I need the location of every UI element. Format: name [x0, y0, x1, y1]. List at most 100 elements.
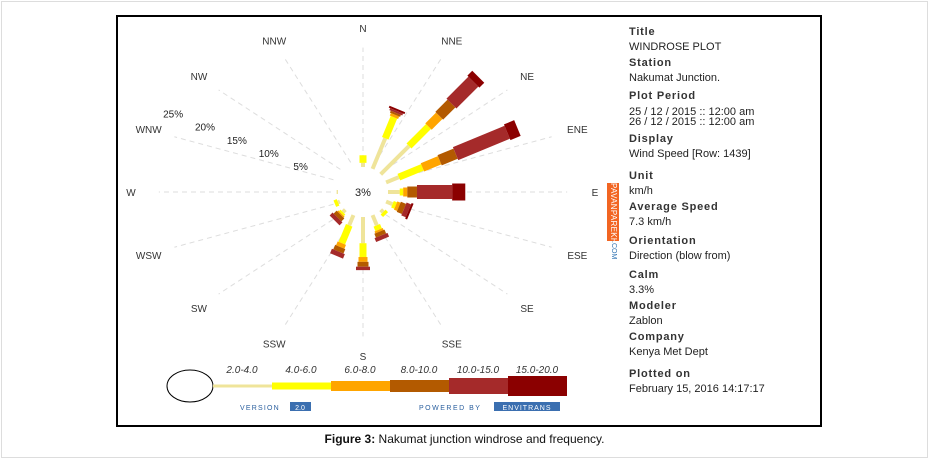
bar-S-bin-1 — [359, 243, 367, 258]
bar-SSE-bin-3 — [374, 229, 387, 238]
direction-label-WNW: WNW — [136, 125, 163, 136]
info-value: 3.3% — [629, 284, 655, 296]
direction-bars-ESE — [385, 199, 414, 220]
bar-ESE-bin-1 — [391, 200, 397, 209]
bar-E-bin-4 — [416, 185, 453, 199]
gridline-WNW — [174, 136, 334, 181]
radial-tick-label: 25% — [163, 109, 183, 120]
info-label: Title — [629, 26, 656, 38]
bar-W-bin-0 — [336, 190, 338, 194]
legend-swatch — [331, 381, 390, 391]
legend-label: 15.0-20.0 — [516, 365, 559, 376]
info-label: Average Speed — [629, 201, 719, 213]
info-value: Zablon — [629, 315, 663, 327]
info-label: Display — [629, 133, 674, 145]
info-label: Calm — [629, 269, 660, 281]
gridline-SW — [218, 214, 341, 295]
bar-ENE-bin-3 — [437, 148, 458, 166]
direction-bars-SSE — [370, 214, 390, 242]
bar-E-bin-2 — [403, 187, 408, 197]
info-label: Company — [629, 331, 685, 343]
bar-NNE-bin-3 — [389, 110, 401, 117]
caption-prefix: Figure 3: — [324, 432, 376, 446]
legend-label: 6.0-8.0 — [344, 365, 376, 376]
bar-SW-bin-0 — [341, 208, 347, 214]
bar-S-bin-2 — [358, 257, 368, 262]
bar-E-bin-5 — [452, 183, 466, 201]
info-label: Plot Period — [629, 90, 696, 102]
radial-tick-label: 10% — [259, 149, 279, 160]
bar-SW-bin-2 — [337, 210, 345, 218]
direction-label-WSW: WSW — [136, 251, 162, 262]
bar-SW-bin-4 — [329, 212, 343, 226]
bar-SSE-bin-1 — [373, 223, 382, 232]
bar-NNE-bin-1 — [382, 115, 398, 140]
direction-bars-S — [356, 217, 370, 271]
info-value: km/h — [629, 185, 653, 197]
legend-label: 10.0-15.0 — [457, 365, 500, 376]
version-label: VERSION — [240, 405, 280, 412]
bar-NE-bin-4 — [446, 76, 479, 109]
watermark-suffix: .COM — [610, 241, 617, 260]
legend-swatch — [272, 382, 331, 390]
bar-SSW-bin-1 — [338, 223, 353, 245]
direction-bars-WSW — [333, 199, 341, 207]
bar-ENE-bin-4 — [452, 125, 510, 161]
bar-WSW-bin-1 — [333, 199, 340, 207]
gridline-NNE — [374, 58, 442, 163]
windrose-figure — [116, 15, 822, 427]
powered-by-badge — [494, 402, 560, 411]
direction-label-SW: SW — [191, 304, 208, 315]
bar-E-bin-1 — [399, 188, 404, 196]
info-value: February 15, 2016 14:17:17 — [629, 383, 765, 395]
bar-SSE-bin-0 — [370, 214, 379, 227]
info-value-secondary: 26 / 12 / 2015 :: 12:00 am — [629, 116, 755, 128]
watermark: PAVANPAREKH .COM — [607, 183, 619, 263]
legend-label: 4.0-6.0 — [285, 365, 317, 376]
info-label: Plotted on — [629, 368, 691, 380]
bar-NE-bin-2 — [425, 112, 443, 130]
gridline-SE — [385, 214, 508, 295]
direction-label-SE: SE — [520, 304, 534, 315]
direction-label-NNE: NNE — [441, 36, 462, 47]
info-value: Wind Speed [Row: 1439] — [629, 148, 751, 160]
direction-bars-SW — [329, 208, 347, 226]
bar-WSW-bin-0 — [337, 199, 341, 205]
direction-bars-W — [336, 190, 338, 194]
direction-bars-SSW — [330, 214, 356, 259]
bar-ESE-bin-2 — [393, 201, 401, 212]
bar-S-bin-4 — [356, 266, 370, 271]
gridline-NW — [218, 89, 341, 170]
gridline-ENE — [392, 136, 552, 181]
info-label: Orientation — [629, 235, 697, 247]
bar-S-bin-3 — [357, 261, 369, 267]
bar-E-bin-0 — [387, 190, 400, 194]
figure-caption: Figure 3: Nakumat junction windrose and … — [0, 432, 929, 446]
gridline-WSW — [174, 203, 334, 248]
info-value: 7.3 km/h — [629, 216, 672, 228]
bar-SSW-bin-0 — [347, 214, 356, 227]
direction-label-SSW: SSW — [263, 340, 286, 351]
gridline-SSE — [374, 221, 442, 326]
info-value: Kenya Met Dept — [629, 346, 708, 358]
bar-SSE-bin-2 — [374, 228, 384, 234]
legend-swatch — [390, 380, 449, 392]
direction-label-NNW: NNW — [262, 36, 286, 47]
bar-NNE-bin-0 — [370, 137, 388, 170]
direction-bars-NNE — [370, 105, 406, 170]
direction-bars-N — [359, 155, 367, 167]
info-value: WINDROSE PLOT — [629, 41, 722, 53]
gridline-NNW — [284, 58, 352, 163]
powered-by-value: ENVITRANS — [502, 405, 551, 412]
radial-tick-label: 5% — [293, 162, 308, 173]
gridline-SSW — [284, 221, 352, 326]
radial-tick-label: 15% — [227, 136, 247, 147]
bar-ESE-bin-3 — [396, 201, 407, 215]
direction-label-NW: NW — [191, 72, 208, 83]
direction-label-E: E — [592, 188, 599, 199]
bar-SE-bin-0 — [379, 208, 385, 214]
bar-SW-bin-1 — [338, 209, 346, 217]
bar-NE-bin-1 — [406, 124, 431, 149]
bar-SW-bin-3 — [333, 210, 345, 222]
